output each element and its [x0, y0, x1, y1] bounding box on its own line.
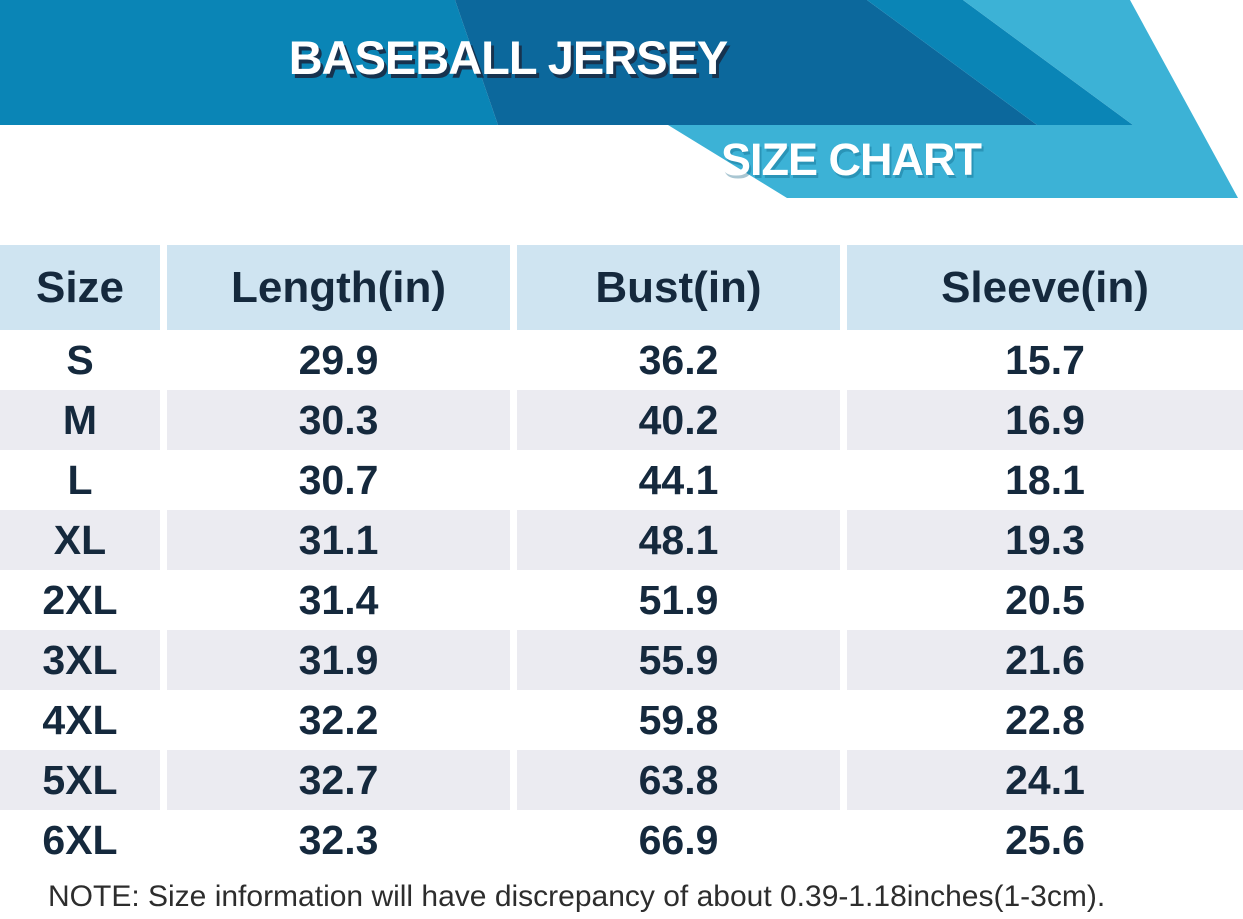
size-cell: 2XL: [42, 576, 118, 623]
measurement-cell: 44.1: [638, 456, 719, 503]
column-header-sleeve: Sleeve(in): [847, 245, 1243, 330]
measurement-cell: 24.1: [847, 750, 1243, 810]
table-row: 3XL 31.9 55.9 21.6: [0, 630, 1243, 690]
measurement-cell: 36.2: [638, 336, 719, 383]
size-cell: L: [67, 456, 93, 503]
measurement-cell: 66.9: [638, 816, 719, 863]
measurement-cell: 40.2: [517, 390, 840, 450]
measurement-cell: 30.7: [298, 456, 379, 503]
size-chart-ribbon: [668, 0, 1238, 198]
measurement-cell: 18.1: [1005, 456, 1085, 503]
measurement-cell: 16.9: [847, 390, 1243, 450]
table-row: L 30.7 44.1 18.1: [0, 450, 1243, 510]
measurement-cell: 32.3: [298, 816, 379, 863]
size-cell: 5XL: [0, 750, 160, 810]
banner-band-dark: [455, 0, 1037, 125]
size-chart-label: SIZE CHART: [721, 134, 982, 185]
note-text: NOTE: Size information will have discrep…: [48, 880, 1106, 913]
measurement-cell: 59.8: [638, 696, 719, 743]
measurement-cell: 48.1: [517, 510, 840, 570]
measurement-cell: 51.9: [638, 576, 719, 623]
measurement-cell: 32.7: [167, 750, 510, 810]
measurement-cell: 19.3: [847, 510, 1243, 570]
measurement-cell: 20.5: [1005, 576, 1085, 623]
measurement-cell: 32.2: [298, 696, 379, 743]
size-table: Size Length(in) Bust(in) Sleeve(in) S 29.…: [0, 245, 1243, 870]
table-row: M 30.3 40.2 16.9: [0, 390, 1243, 450]
column-header-size: Size: [0, 245, 160, 330]
table-row: 2XL 31.4 51.9 20.5: [0, 570, 1243, 630]
size-cell: 4XL: [42, 696, 118, 743]
table-row: 4XL 32.2 59.8 22.8: [0, 690, 1243, 750]
measurement-cell: 31.4: [298, 576, 379, 623]
table-row: XL 31.1 48.1 19.3: [0, 510, 1243, 570]
table-row: 5XL 32.7 63.8 24.1: [0, 750, 1243, 810]
measurement-cell: 15.7: [1005, 336, 1085, 383]
size-cell: 6XL: [42, 816, 118, 863]
table-row: S 29.9 36.2 15.7: [0, 330, 1243, 390]
banner-stripe: [867, 0, 1133, 125]
measurement-cell: 31.1: [167, 510, 510, 570]
column-header-length: Length(in): [167, 245, 510, 330]
product-title: BASEBALL JERSEY: [288, 30, 729, 84]
size-cell: 3XL: [0, 630, 160, 690]
size-cell: S: [66, 336, 94, 383]
measurement-cell: 31.9: [167, 630, 510, 690]
size-cell: M: [0, 390, 160, 450]
banner-ribbon-graphic: [0, 0, 1238, 198]
measurement-cell: 22.8: [1005, 696, 1085, 743]
measurement-cell: 30.3: [167, 390, 510, 450]
banner-band-left: [0, 0, 498, 125]
measurement-cell: 29.9: [298, 336, 379, 383]
table-body: S 29.9 36.2 15.7 M 30.3 40.2 16.9 L 30.7 44.1 18.1 X…: [0, 330, 1243, 870]
measurement-cell: 55.9: [517, 630, 840, 690]
size-cell: XL: [0, 510, 160, 570]
table-header-row: Size Length(in) Bust(in) Sleeve(in): [0, 245, 1243, 330]
measurement-cell: 25.6: [1005, 816, 1085, 863]
measurement-cell: 63.8: [517, 750, 840, 810]
banner: BASEBALL JERSEY SIZE CHART: [0, 0, 1243, 202]
column-header-bust: Bust(in): [517, 245, 840, 330]
table-row: 6XL 32.3 66.9 25.6: [0, 810, 1243, 870]
measurement-cell: 21.6: [847, 630, 1243, 690]
